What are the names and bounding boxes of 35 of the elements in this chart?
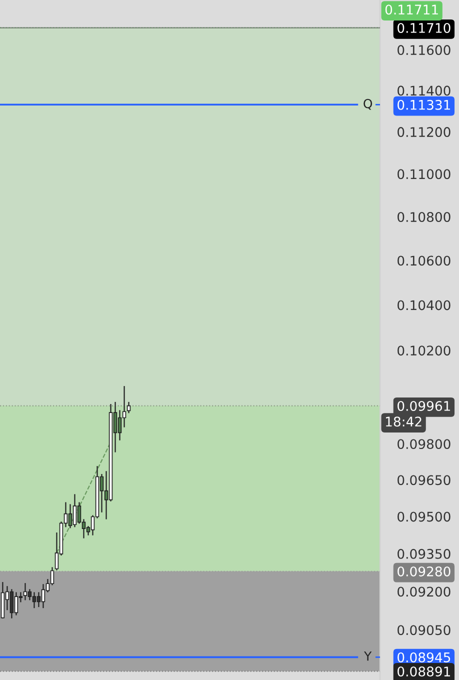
ref-line-label: 0.11711 — [385, 4, 438, 15]
candlestick — [72, 494, 77, 528]
candlestick — [28, 589, 32, 600]
y-tick-label: 0.09050 — [398, 625, 450, 636]
y-tick-label: 0.08891 — [398, 666, 450, 677]
candlestick — [68, 504, 72, 528]
y-tick-label: 0.11331 — [398, 100, 450, 110]
y-tick-label: 0.09500 — [398, 512, 450, 522]
candlestick — [10, 589, 14, 618]
y-tick-label: 0.10200 — [398, 346, 450, 356]
y-tick-label: 0.11200 — [398, 127, 450, 138]
y-tick-label: 0.10600 — [398, 256, 450, 266]
candlestick — [14, 592, 18, 616]
candlestick — [32, 592, 36, 608]
y-tick-label: 0.09350 — [398, 548, 450, 559]
y-tick-label: 0.11400 — [398, 86, 450, 96]
y-tick-label: 0.09200 — [398, 586, 450, 597]
y-tick-label: 0.10800 — [398, 212, 450, 222]
text: 18:42 — [386, 416, 422, 427]
candlestick — [36, 592, 41, 608]
y-tick-label: 0.09280 — [398, 566, 450, 576]
candlestick — [126, 402, 131, 414]
y-tick-label: 0.09961 — [398, 400, 450, 411]
candlestick — [41, 584, 46, 608]
y-tick-label: 0.09800 — [398, 439, 450, 450]
ref-line-label: Y — [364, 652, 372, 661]
y-tick-label: 0.10400 — [398, 300, 450, 310]
ref-line-label: Q — [364, 98, 372, 110]
y-tick-label: 0.11000 — [398, 169, 450, 180]
candlestick — [23, 583, 28, 600]
y-tick-label: 0.09650 — [398, 475, 450, 486]
y-tick-label: 0.11710 — [398, 22, 450, 33]
y-tick-label: 0.08945 — [398, 652, 450, 662]
candlestick — [118, 410, 122, 440]
y-tick-label: 0.11600 — [398, 45, 450, 56]
